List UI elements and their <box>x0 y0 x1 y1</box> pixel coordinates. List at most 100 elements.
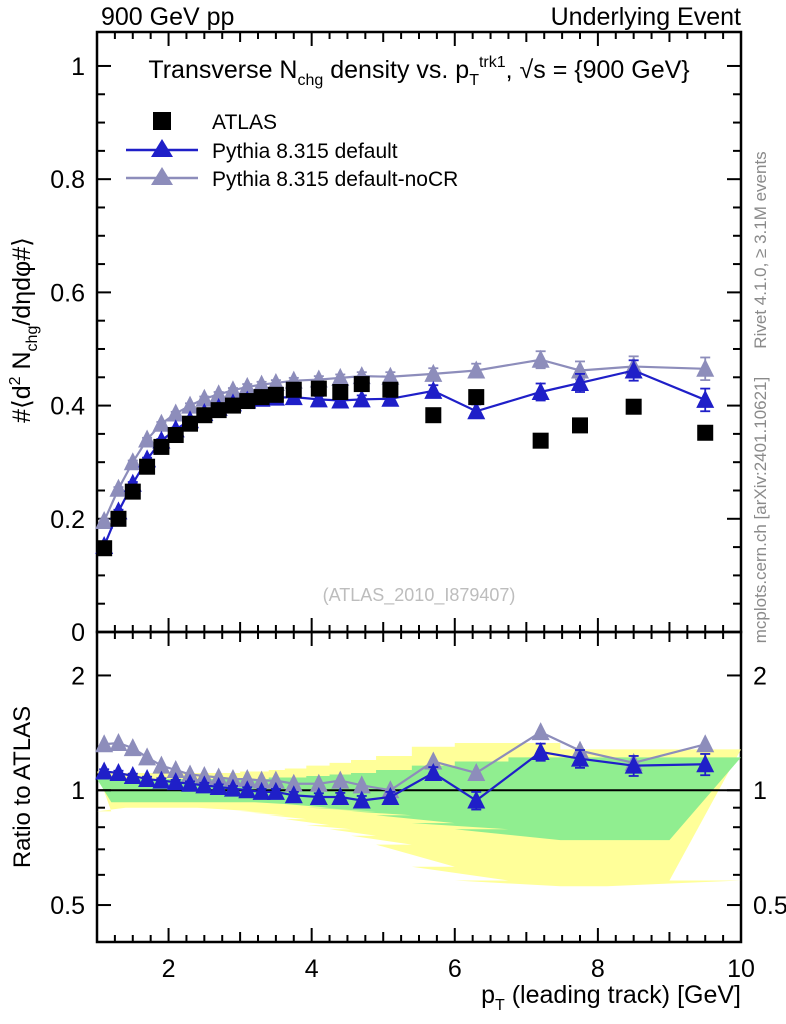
data-point-square <box>625 398 642 415</box>
data-point-triangle <box>223 769 242 788</box>
data-point-square <box>124 483 141 500</box>
data-point-triangle <box>209 776 228 795</box>
data-point-triangle <box>696 389 715 408</box>
data-point-triangle <box>138 747 157 766</box>
ratio-axis-ticks <box>96 632 742 943</box>
plot-title: Transverse Nchg density vs. pTtrk1, √s =… <box>148 54 689 89</box>
data-point-triangle <box>152 770 171 789</box>
data-point-square <box>253 389 270 406</box>
data-point-triangle <box>252 374 271 393</box>
legend: ATLAS Pythia 8.315 default Pythia 8.315 de… <box>126 111 458 191</box>
data-point-triangle <box>123 452 142 471</box>
data-point-triangle <box>181 395 200 414</box>
legend-label: Pythia 8.315 default <box>212 140 398 163</box>
data-point-square <box>224 397 241 414</box>
data-point-triangle <box>531 741 550 760</box>
main-panel-frame <box>95 30 743 634</box>
legend-marker-square <box>153 112 171 130</box>
legend-marker-triangle <box>151 167 173 185</box>
data-point-triangle <box>166 772 185 791</box>
data-point-triangle <box>424 380 443 399</box>
data-point-triangle <box>238 780 257 799</box>
data-point-triangle <box>309 787 328 806</box>
data-point-triangle <box>181 773 200 792</box>
analysis-watermark: (ATLAS_2010_I879407) <box>323 585 516 606</box>
mcplots-reference-label: mcplots.cern.ch [arXiv:2401.10621] <box>751 377 770 643</box>
x-tick-label: 2 <box>162 955 176 983</box>
data-point-square <box>239 393 256 410</box>
main-data-series <box>95 349 715 557</box>
data-point-triangle <box>624 755 643 774</box>
data-point-triangle <box>266 372 285 391</box>
data-point-triangle <box>381 388 400 407</box>
data-point-triangle <box>166 760 185 779</box>
data-point-triangle <box>123 738 142 757</box>
data-point-triangle <box>467 762 486 781</box>
x-tick-label: 4 <box>305 955 319 983</box>
data-point-triangle <box>95 511 114 530</box>
data-point-triangle <box>109 733 128 752</box>
data-point-triangle <box>138 429 157 448</box>
data-point-triangle <box>266 770 285 789</box>
data-point-square <box>267 386 284 403</box>
data-point-square <box>210 402 227 419</box>
data-point-triangle <box>331 367 350 386</box>
data-point-triangle <box>531 722 550 741</box>
data-point-triangle <box>95 734 114 753</box>
data-point-triangle <box>209 767 228 786</box>
data-point-triangle <box>238 769 257 788</box>
series-line <box>103 369 706 547</box>
data-point-triangle <box>195 775 214 794</box>
header-right-label: Underlying Event <box>551 3 741 31</box>
main-y-tick-label: 0.4 <box>50 393 85 421</box>
x-axis-tick-labels: 2 4 6 8 10 <box>162 955 755 983</box>
ratio-data-series <box>95 722 715 811</box>
data-point-triangle <box>95 761 114 780</box>
x-axis-label: pT (leading track) [GeV] <box>481 981 741 1014</box>
ratio-y-tick-label: 0.5 <box>50 892 85 920</box>
data-point-triangle <box>424 751 443 770</box>
data-point-triangle <box>424 363 443 382</box>
data-point-triangle <box>284 773 303 792</box>
data-point-triangle <box>352 775 371 794</box>
data-point-triangle <box>309 773 328 792</box>
main-y-tick-label: 0.6 <box>50 279 85 307</box>
data-point-triangle <box>531 349 550 368</box>
x-tick-label: 10 <box>727 955 755 983</box>
data-point-square <box>697 424 714 441</box>
legend-marker-triangle <box>151 139 173 157</box>
rivet-version-label: Rivet 4.1.0, ≥ 3.1M events <box>751 151 770 348</box>
data-point-triangle <box>166 403 185 422</box>
data-point-triangle <box>467 790 486 809</box>
data-point-triangle <box>624 360 643 379</box>
main-y-tick-label: 0.8 <box>50 166 85 194</box>
data-point-triangle <box>223 380 242 399</box>
data-point-square <box>532 432 549 449</box>
data-point-square <box>310 380 327 397</box>
data-point-square <box>167 427 184 444</box>
data-point-square <box>196 407 213 424</box>
ratio-y-axis-label: Ratio to ATLAS <box>9 706 36 868</box>
data-point-triangle <box>381 366 400 385</box>
main-y-axis-label: #⟨d2 Nchg/dηdφ#⟩ <box>7 237 41 423</box>
data-point-triangle <box>195 765 214 784</box>
data-point-triangle <box>331 787 350 806</box>
data-point-triangle <box>467 401 486 420</box>
ratio-axis-tick-labels: 0.5 0.5 1 1 2 2 <box>50 662 786 920</box>
data-point-square <box>96 540 113 557</box>
data-point-triangle <box>284 785 303 804</box>
data-point-square <box>110 510 127 527</box>
ratio-band-inner <box>97 757 741 841</box>
data-point-triangle <box>381 787 400 806</box>
data-point-square <box>425 407 442 424</box>
data-point-triangle <box>696 754 715 773</box>
main-y-tick-label: 0 <box>71 619 85 647</box>
data-point-triangle <box>352 389 371 408</box>
data-point-square <box>285 381 302 398</box>
data-point-triangle <box>696 734 715 753</box>
data-point-triangle <box>138 769 157 788</box>
legend-label: Pythia 8.315 default-noCR <box>212 168 458 191</box>
data-point-triangle <box>152 413 171 432</box>
